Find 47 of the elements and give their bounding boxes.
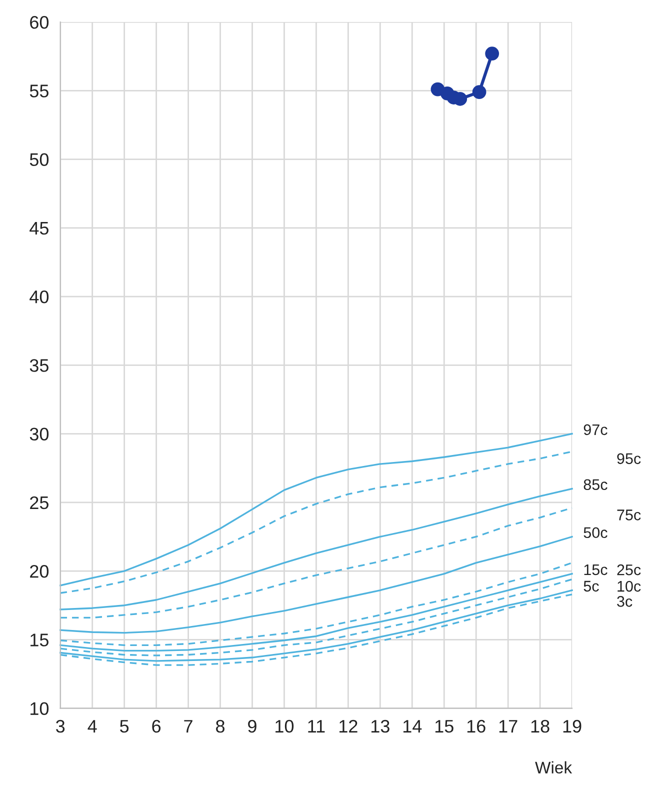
line-series (60, 536, 573, 634)
x-axis-title: Wiek (535, 761, 572, 774)
x-tick-label: 11 (308, 720, 325, 732)
x-tick-label: 3 (56, 720, 65, 733)
x-tick-label: 9 (248, 720, 256, 733)
y-tick-label: 25 (30, 496, 48, 510)
line-series (60, 488, 573, 610)
x-tick-label: 10 (276, 720, 294, 733)
y-tick-label: 55 (30, 84, 48, 98)
series-label: 5c (584, 580, 599, 592)
x-tick-label: 13 (371, 720, 390, 733)
y-tick-label: 35 (30, 359, 48, 372)
text: 95c (617, 453, 641, 464)
line-series (60, 450, 573, 594)
text: 75c (617, 510, 641, 520)
x-tick-label: 12 (340, 720, 358, 732)
point (485, 46, 500, 61)
x-tick-label: 8 (216, 720, 224, 733)
x-tick-label: 19 (563, 720, 582, 733)
x-tick-label: 16 (467, 720, 486, 733)
x-tick-label: 14 (403, 720, 422, 732)
y-tick-label: 40 (30, 290, 49, 304)
y-tick-label: 10 (30, 702, 49, 716)
y-tick-label: 15 (30, 634, 48, 646)
line-series (60, 562, 573, 646)
y-tick-label: 30 (30, 428, 49, 441)
x-tick-label: 4 (88, 720, 97, 732)
text: 3c (617, 596, 632, 607)
x-tick-label: 6 (152, 720, 161, 733)
point (472, 85, 486, 99)
text: 25c (617, 564, 641, 576)
series-label: 15c (584, 564, 608, 576)
x-tick-label: 17 (499, 720, 518, 732)
y-tick-label: 45 (30, 222, 48, 235)
x-tick-label: 5 (120, 720, 129, 733)
series-label: 85c (584, 479, 608, 490)
y-tick-label: 20 (30, 564, 49, 578)
line-series (60, 432, 573, 586)
y-tick-label: 50 (30, 153, 49, 166)
x-tick-label: 7 (184, 720, 192, 732)
text: 10c (618, 580, 641, 592)
y-tick-label: 60 (30, 16, 49, 29)
x-tick-label: 15 (435, 720, 454, 733)
series-label: 97c (584, 424, 608, 436)
x-tick-label: 18 (531, 720, 550, 733)
series-label: 50c (584, 527, 608, 538)
line-series (60, 507, 573, 619)
